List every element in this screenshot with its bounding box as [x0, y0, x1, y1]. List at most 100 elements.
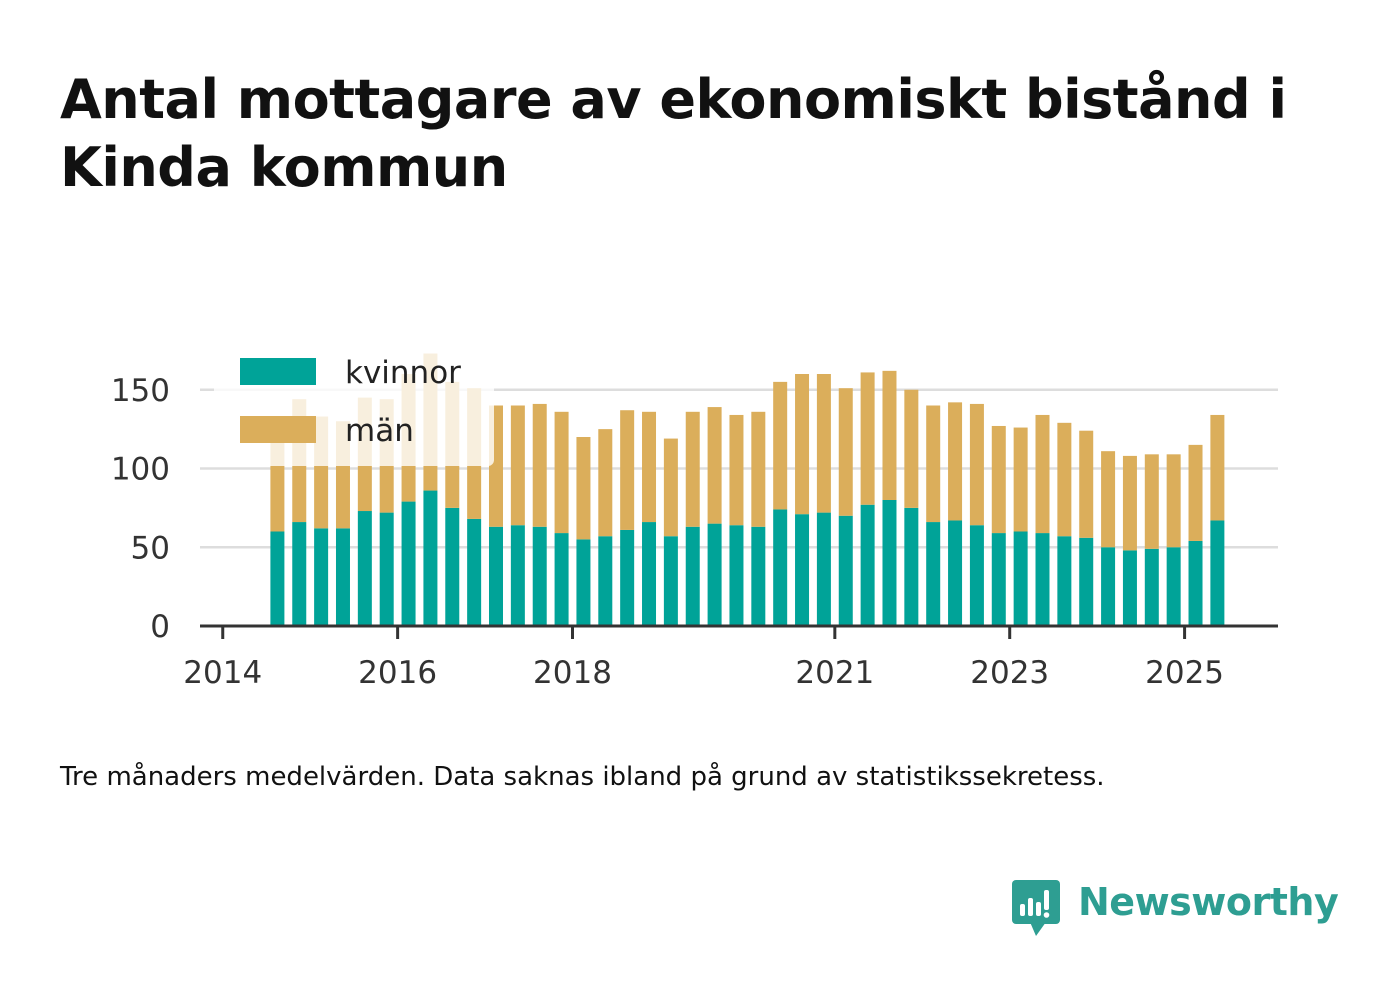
bar-man — [751, 411, 766, 527]
bar-kvinnor — [642, 522, 657, 626]
bar-kvinnor — [751, 526, 766, 626]
bar-man — [1210, 414, 1225, 521]
legend-label: kvinnor — [345, 355, 461, 391]
bar-kvinnor — [904, 507, 919, 626]
footnote: Tre månaders medelvärden. Data saknas ib… — [60, 762, 1105, 792]
bar-man — [707, 407, 722, 524]
bar-kvinnor — [795, 514, 810, 626]
bar-man — [904, 389, 919, 508]
bar-man — [663, 438, 678, 537]
bar-kvinnor — [882, 500, 897, 626]
y-tick-label: 100 — [111, 452, 170, 488]
bar-man — [882, 370, 897, 500]
bar-kvinnor — [335, 528, 350, 626]
brand-name: Newsworthy — [1078, 880, 1339, 924]
newsworthy-logo[interactable]: Newsworthy — [1010, 878, 1339, 942]
bar-man — [1079, 430, 1094, 538]
bar-kvinnor — [576, 539, 591, 626]
bar-kvinnor — [685, 526, 700, 626]
bar-man — [991, 425, 1006, 534]
bar-kvinnor — [707, 523, 722, 626]
bar-kvinnor — [838, 515, 853, 626]
bar-man — [729, 414, 744, 526]
bar-kvinnor — [1057, 536, 1072, 626]
bar-man — [773, 381, 788, 510]
y-tick-label: 150 — [111, 373, 170, 409]
x-tick-label: 2025 — [1145, 655, 1224, 691]
bar-man — [1057, 422, 1072, 537]
bar-man — [1166, 454, 1181, 548]
bar-man — [1101, 451, 1116, 548]
bar-man — [795, 374, 810, 515]
bar-kvinnor — [1101, 547, 1116, 626]
bar-kvinnor — [379, 512, 394, 626]
bar-man — [576, 437, 591, 540]
bar-man — [642, 411, 657, 523]
bar-man — [554, 411, 569, 534]
bar-man — [926, 405, 941, 523]
bar-kvinnor — [510, 525, 525, 626]
y-tick-label: 0 — [150, 609, 170, 645]
bar-man — [685, 411, 700, 527]
bar-kvinnor — [598, 536, 613, 626]
bar-kvinnor — [1035, 533, 1050, 626]
bar-kvinnor — [467, 518, 482, 626]
x-axis — [200, 624, 1278, 639]
bar-kvinnor — [729, 525, 744, 626]
bar-kvinnor — [926, 522, 941, 626]
x-tick-label: 2021 — [795, 655, 874, 691]
bar-man — [1188, 444, 1203, 541]
bar-man — [816, 374, 831, 513]
bar-kvinnor — [270, 531, 285, 626]
bar-kvinnor — [445, 507, 460, 626]
bar-kvinnor — [1144, 548, 1159, 626]
bar-kvinnor — [816, 512, 831, 626]
bar-man — [510, 405, 525, 526]
x-tick-label: 2018 — [533, 655, 612, 691]
bar-man — [1013, 427, 1028, 532]
bars — [270, 353, 1225, 626]
bar-kvinnor — [773, 509, 788, 626]
bar-kvinnor — [1188, 540, 1203, 626]
bar-kvinnor — [314, 528, 329, 626]
bar-kvinnor — [860, 504, 875, 626]
bar-man — [620, 410, 635, 530]
bar-kvinnor — [991, 533, 1006, 626]
x-tick-label: 2023 — [970, 655, 1049, 691]
legend-swatch-man — [240, 416, 316, 443]
bar-kvinnor — [554, 533, 569, 626]
bar-chart-speech-bubble-icon — [1012, 880, 1060, 936]
x-tick-label: 2014 — [183, 655, 262, 691]
bar-kvinnor — [663, 536, 678, 626]
y-axis: 0 50 100 150 — [111, 373, 170, 645]
bar-man — [532, 403, 547, 527]
bar-man — [1122, 455, 1137, 551]
x-tick-labels: 2014 2016 2018 2021 2023 2025 — [183, 655, 1224, 691]
chart-title: Antal mottagare av ekonomiskt bistånd i … — [60, 68, 1287, 199]
bar-kvinnor — [1210, 520, 1225, 626]
bar-kvinnor — [1079, 537, 1094, 626]
bar-man — [598, 429, 613, 537]
bar-kvinnor — [357, 511, 372, 626]
bar-kvinnor — [401, 501, 416, 626]
bar-kvinnor — [292, 522, 307, 626]
bar-man — [1035, 414, 1050, 534]
bar-kvinnor — [532, 526, 547, 626]
legend: kvinnor män — [214, 342, 494, 466]
bar-man — [860, 372, 875, 505]
bar-kvinnor — [489, 526, 503, 626]
bar-man — [948, 402, 963, 521]
bar-man — [1144, 454, 1159, 549]
bar-kvinnor — [969, 525, 984, 626]
bar-kvinnor — [1122, 550, 1137, 626]
bar-kvinnor — [620, 529, 635, 626]
bar-man — [969, 403, 984, 526]
y-tick-label: 50 — [131, 530, 170, 566]
bar-kvinnor — [948, 520, 963, 626]
bar-man — [838, 388, 853, 516]
bar-kvinnor — [423, 490, 438, 626]
bar-kvinnor — [1166, 547, 1181, 626]
x-tick-label: 2016 — [358, 655, 437, 691]
bar-kvinnor — [1013, 531, 1028, 626]
